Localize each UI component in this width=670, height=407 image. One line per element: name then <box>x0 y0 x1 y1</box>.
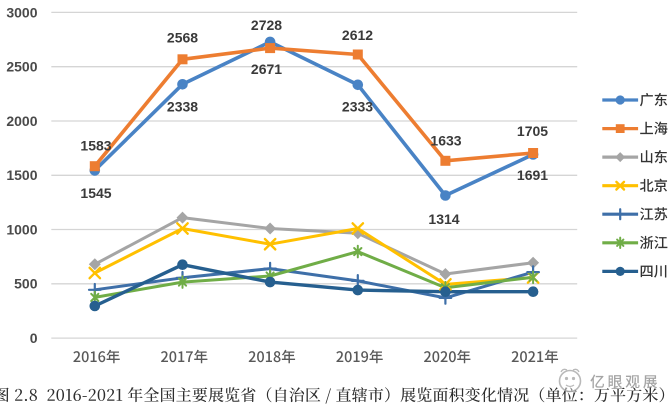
svg-text:1583: 1583 <box>80 137 111 153</box>
svg-text:2000: 2000 <box>6 113 37 129</box>
svg-text:1314: 1314 <box>428 211 459 227</box>
svg-text:1545: 1545 <box>80 185 111 201</box>
svg-text:1000: 1000 <box>6 221 37 237</box>
svg-text:1500: 1500 <box>6 167 37 183</box>
svg-text:2338: 2338 <box>167 98 198 114</box>
svg-text:1633: 1633 <box>430 132 461 148</box>
svg-text:2333: 2333 <box>342 98 373 114</box>
svg-text:1691: 1691 <box>517 167 548 183</box>
svg-text:500: 500 <box>14 276 38 292</box>
svg-text:2728: 2728 <box>251 17 282 33</box>
svg-text:2612: 2612 <box>342 27 373 43</box>
svg-text:3000: 3000 <box>6 4 37 20</box>
svg-text:2500: 2500 <box>6 59 37 75</box>
svg-text:0: 0 <box>30 330 38 346</box>
svg-text:2568: 2568 <box>167 29 198 45</box>
svg-text:2671: 2671 <box>251 61 282 77</box>
svg-text:1705: 1705 <box>517 123 548 139</box>
